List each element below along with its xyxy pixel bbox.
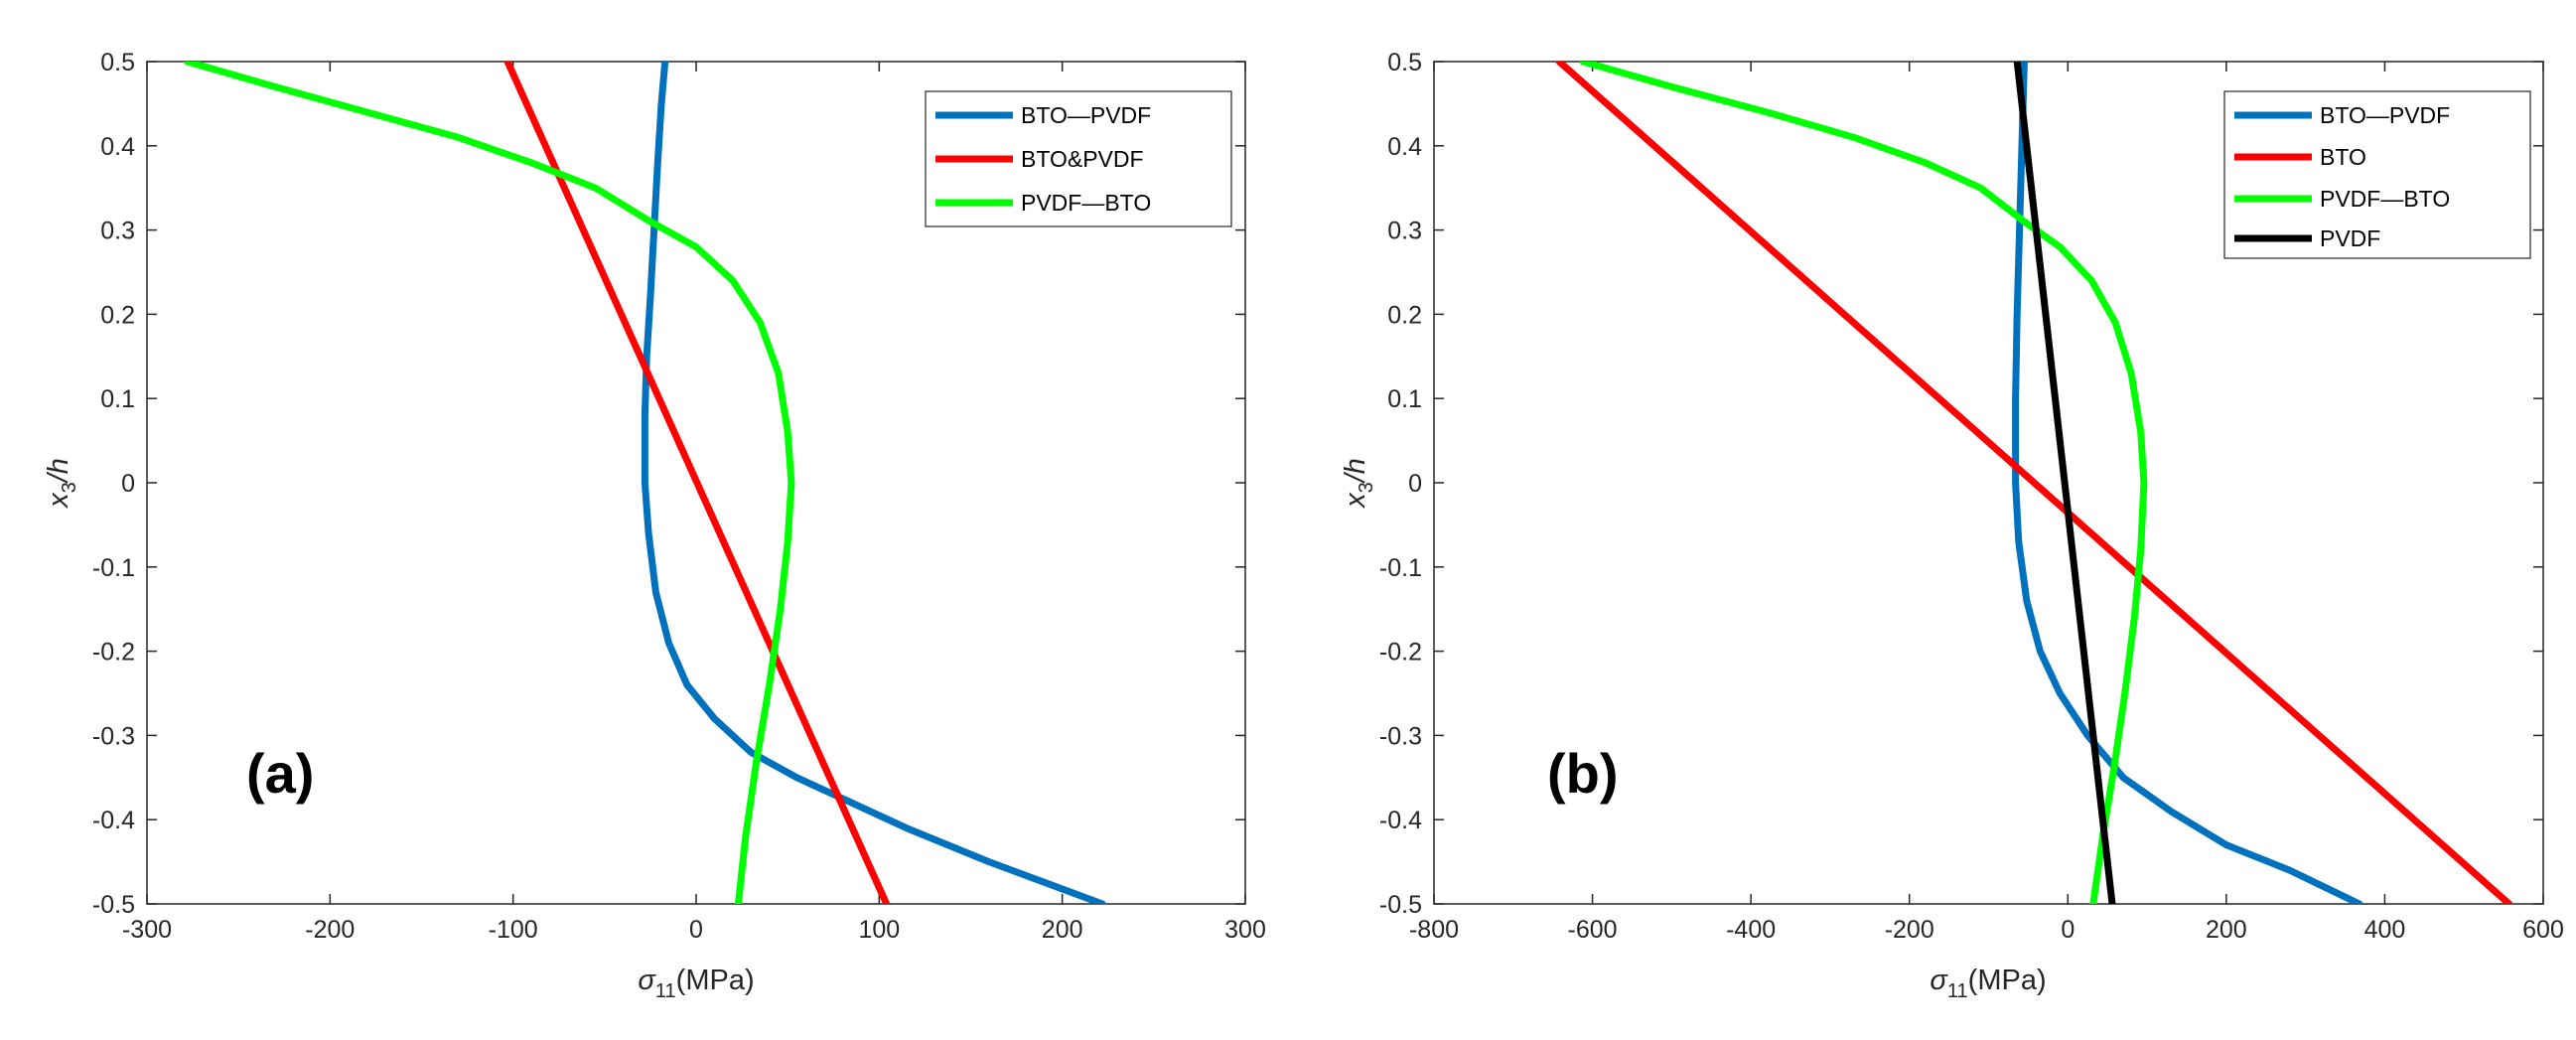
y-tick-label-a-0: -0.5: [92, 891, 135, 919]
y-axis-rest-b: /h: [1340, 458, 1371, 484]
y-tick-label-a-2: -0.3: [92, 722, 135, 750]
series-line-b-1: [1555, 62, 2513, 904]
x-axis-symbol-b: σ: [1930, 965, 1948, 996]
x-axis-unit-a: (MPa): [676, 965, 755, 996]
y-tick-label-a-6: 0.1: [100, 385, 135, 413]
legend-label-b-0: BTO—PVDF: [2320, 102, 2450, 128]
y-tick-label-b-0: -0.5: [1379, 891, 1422, 919]
y-tick-label-a-3: -0.2: [92, 639, 135, 667]
legend-label-a-0: BTO—PVDF: [1021, 102, 1151, 128]
y-tick-label-b-2: -0.3: [1379, 722, 1422, 750]
legend-a: BTO—PVDF BTO&PVDF PVDF—BTO: [925, 90, 1232, 227]
legend-label-a-1: BTO&PVDF: [1021, 146, 1144, 172]
legend-b: BTO—PVDF BTO PVDF—BTO PVDF: [2223, 90, 2531, 259]
x-tick-label-a-6: 300: [1224, 916, 1266, 944]
y-tick-label-a-10: 0.5: [100, 49, 135, 76]
y-tick-label-b-6: 0.1: [1387, 385, 1422, 413]
series-line-a-1: [503, 62, 891, 904]
x-axis-sub-a: 11: [655, 980, 676, 1002]
x-tick-label-a-3: 0: [689, 916, 703, 944]
legend-label-b-3: PVDF: [2320, 225, 2380, 251]
y-axis-rest-a: /h: [43, 458, 74, 484]
y-tick-label-a-4: -0.1: [92, 554, 135, 582]
x-tick-label-a-4: 100: [858, 916, 900, 944]
legend-box-b: [2223, 90, 2531, 259]
y-tick-label-b-7: 0.2: [1387, 301, 1422, 329]
x-axis-sub-b: 11: [1947, 980, 1968, 1002]
series-a: [184, 62, 1106, 904]
y-tick-label-a-1: -0.4: [92, 807, 135, 834]
x-tick-label-b-3: -200: [1885, 916, 1934, 944]
x-axis-symbol-a: σ: [638, 965, 656, 996]
y-axis-label-a: x3/h: [43, 458, 80, 510]
panel-label-a: (a): [246, 742, 314, 805]
y-axis-sub-a: 3: [59, 482, 80, 493]
y-axis-var-a: x: [43, 492, 74, 510]
x-tick-label-b-2: -400: [1726, 916, 1776, 944]
series-line-a-0: [641, 62, 1106, 904]
y-tick-label-a-9: 0.4: [100, 133, 135, 161]
y-tick-label-b-10: 0.5: [1387, 49, 1422, 76]
y-tick-label-b-4: -0.1: [1379, 554, 1422, 582]
x-tick-label-b-4: 0: [2061, 916, 2075, 944]
legend-label-a-2: PVDF—BTO: [1021, 190, 1151, 216]
y-tick-label-b-1: -0.4: [1379, 807, 1422, 834]
x-axis-label-a: σ11(MPa): [638, 965, 754, 1002]
y-tick-label-b-3: -0.2: [1379, 639, 1422, 667]
x-axis-unit-b: (MPa): [1968, 965, 2047, 996]
y-tick-label-b-9: 0.4: [1387, 133, 1422, 161]
y-axis-sub-b: 3: [1356, 482, 1377, 493]
y-axis-var-b: x: [1340, 492, 1371, 510]
x-axis-label-b: σ11(MPa): [1930, 965, 2046, 1002]
ticks-b: -800 -600 -400 -200 0 200 400 600 -0.5 -0.4 -0.3 -0…: [1379, 49, 2564, 944]
series-line-b-3: [2013, 62, 2116, 904]
x-tick-label-a-5: 200: [1042, 916, 1083, 944]
legend-label-b-2: PVDF—BTO: [2320, 186, 2450, 212]
x-tick-label-a-1: -200: [305, 916, 355, 944]
y-tick-label-a-5: 0: [121, 470, 135, 498]
series-line-b-0: [2012, 62, 2363, 904]
x-tick-label-b-6: 400: [2364, 916, 2406, 944]
y-tick-label-a-8: 0.3: [100, 218, 135, 245]
ticks-a: -300 -200 -100 0 100 200 300 -0.5 -0.4 -0.3 -0.2 -0…: [92, 49, 1266, 944]
panel-label-b: (b): [1547, 742, 1619, 805]
x-tick-label-b-1: -600: [1568, 916, 1618, 944]
x-tick-label-b-5: 200: [2206, 916, 2247, 944]
series-line-b-2: [1579, 62, 2148, 904]
x-tick-label-b-7: 600: [2522, 916, 2564, 944]
x-tick-label-a-0: -300: [122, 916, 172, 944]
x-tick-label-b-0: -800: [1409, 916, 1459, 944]
y-tick-label-b-5: 0: [1408, 470, 1422, 498]
y-axis-label-b: x3/h: [1340, 458, 1377, 510]
x-tick-label-a-2: -100: [489, 916, 538, 944]
chart-panel-a: -300 -200 -100 0 100 200 300 -0.5 -0.4 -0.3 -0.2 -0…: [43, 49, 1266, 1002]
series-line-a-2: [184, 62, 795, 904]
series-b: [1555, 62, 2513, 904]
y-tick-label-a-7: 0.2: [100, 301, 135, 329]
chart-panel-b: -800 -600 -400 -200 0 200 400 600 -0.5 -0.4 -0.3 -0…: [1340, 49, 2564, 1002]
legend-label-b-1: BTO: [2320, 144, 2366, 170]
y-tick-label-b-8: 0.3: [1387, 218, 1422, 245]
